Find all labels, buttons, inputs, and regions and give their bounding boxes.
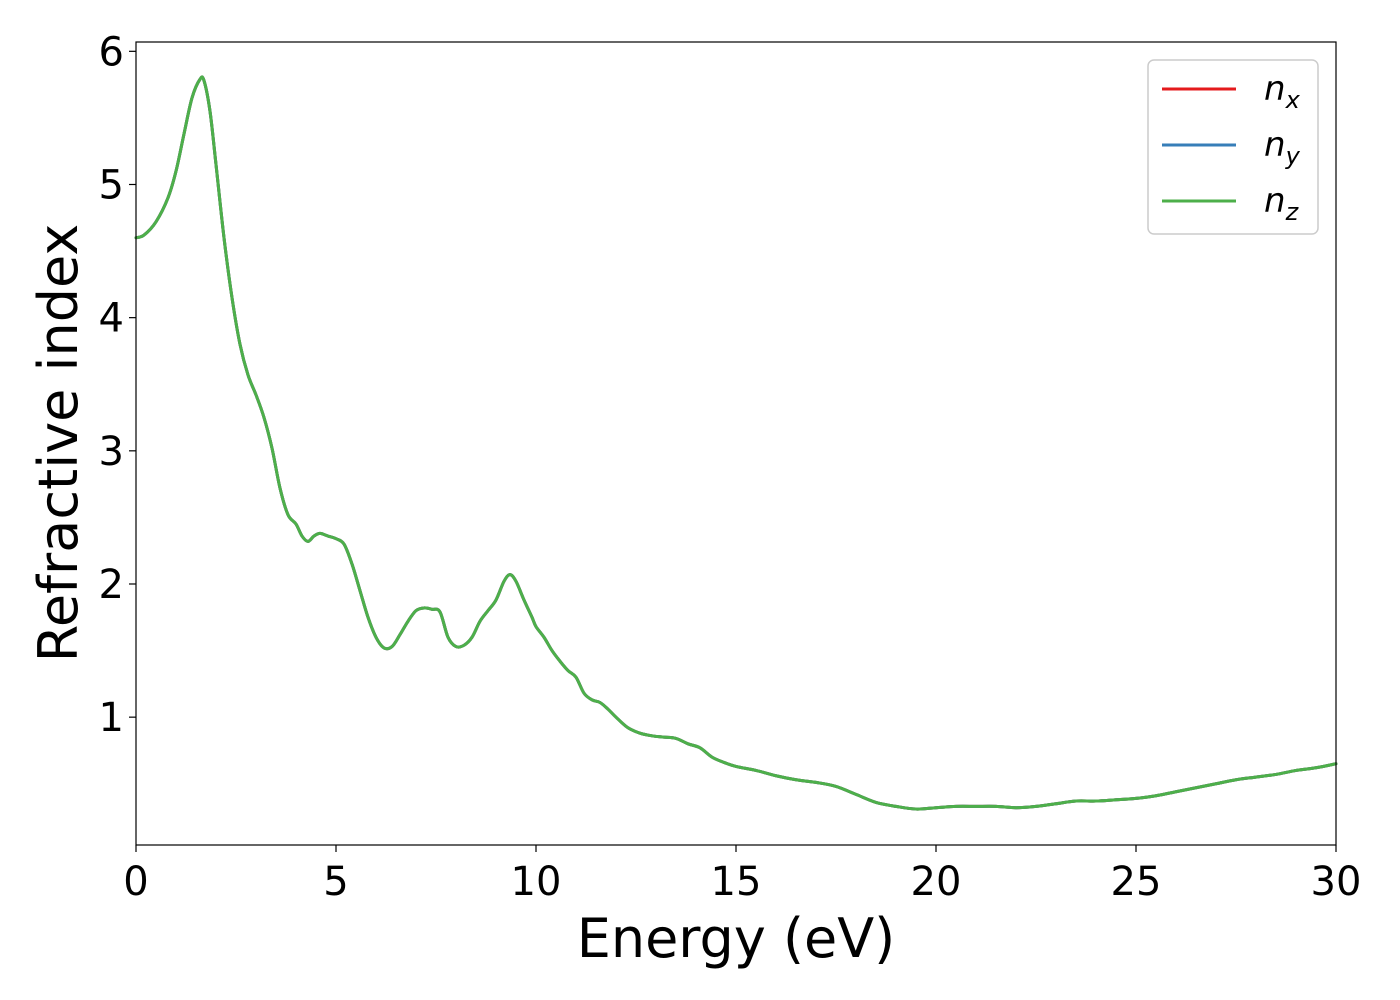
y-tick-label: 2 [99,562,124,608]
y-axis-ticks: 1 2 3 4 5 6 [99,29,136,741]
legend-entries: nx ny nz [1162,69,1301,226]
legend-box [1147,59,1319,235]
series-line-nz [134,75,1338,811]
y-axis-label: Refractive index [27,224,90,663]
legend-label-nz: nz [1264,181,1300,226]
legend-label-nx: nx [1264,69,1301,114]
y-tick-label: 1 [99,695,124,741]
x-tick-label: 0 [123,859,148,905]
x-tick-label: 5 [323,859,348,905]
y-tick-label: 5 [99,162,124,208]
x-tick-label: 20 [911,859,962,905]
x-axis-label: Energy (eV) [577,907,896,970]
y-tick-label: 4 [99,296,124,342]
legend-label-ny: ny [1264,125,1301,170]
x-tick-label: 15 [711,859,762,905]
x-axis-ticks: 0 5 10 15 20 25 30 [123,845,1361,905]
y-tick-label: 3 [99,429,124,475]
x-tick-label: 25 [1111,859,1162,905]
y-tick-label: 6 [99,29,124,75]
x-tick-label: 10 [511,859,562,905]
x-tick-label: 30 [1311,859,1362,905]
legend: nx ny nz [1147,59,1319,235]
series-layer [134,75,1338,811]
